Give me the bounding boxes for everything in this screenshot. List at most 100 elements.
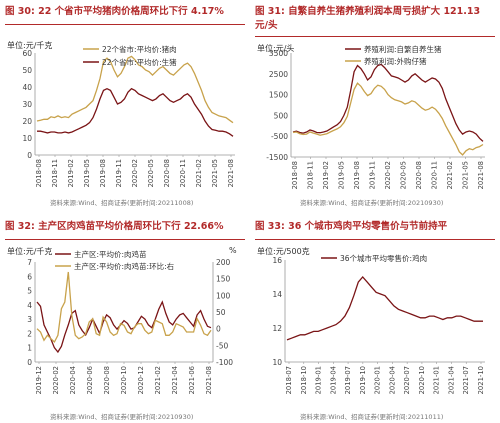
y-tick-label-right: 0 <box>216 325 221 334</box>
y-tick-label: 50 <box>22 66 32 75</box>
chart-chick-price: 0 1 2 3 4 5 6 7 -100 -50 0 50 100 150 200 2019-12 2020-0… <box>27 249 233 394</box>
x-tick-label: 2020-02 <box>52 366 60 394</box>
series-line-1 <box>36 300 212 354</box>
panel-chicken-retail: 图 33: 36 个城市鸡肉平均零售价与节前持平 单位:元/500克 10 12 1… <box>255 218 495 423</box>
panel-title-cont: 元/头 <box>255 20 278 31</box>
x-tick-label: 2021-04 <box>447 366 455 394</box>
x-tick-label: 2021-05 <box>211 159 219 187</box>
x-tick-label: 2021-04 <box>171 366 179 394</box>
y-tick-label-right: 100 <box>216 291 231 300</box>
x-tick-label: 2021-08 <box>227 159 235 187</box>
x-tick-label: 2020-08 <box>163 159 171 187</box>
legend-label: 22个省市:平均价:猪肉 <box>102 44 177 54</box>
x-tick-label: 2021-02 <box>446 161 454 189</box>
source-note: 资料来源:Wind、招商证券(更新时间:20210930) <box>300 199 444 207</box>
y-tick-label: 5 <box>27 287 32 296</box>
x-tick-label: 2019-01 <box>315 366 323 394</box>
x-tick-label: 2020-07 <box>403 366 411 394</box>
x-tick-label: 2018-11 <box>307 161 315 189</box>
chart-chicken-retail: 10 12 14 16 2018-07 2018-10 2019-01 2019-04 2019… <box>272 253 485 394</box>
series-line-2 <box>292 82 484 156</box>
x-tick-label: 2021-08 <box>205 366 213 394</box>
y-tick-label: 10 <box>272 358 282 367</box>
y-tick-label: 0 <box>27 151 32 160</box>
unit-label: 单位:元/头 <box>257 44 295 53</box>
title-divider <box>255 239 495 240</box>
x-tick-label: 2020-02 <box>384 161 392 189</box>
title-divider <box>255 36 495 37</box>
source-note: 资料来源:Wind、招商证券(更新时间:20210930) <box>50 413 194 421</box>
legend-label: 养殖利润:自繁自养生猪 <box>364 44 442 54</box>
y-tick-label: 4 <box>27 301 32 310</box>
series-line-1 <box>292 63 484 142</box>
x-tick-label: 2020-08 <box>415 161 423 189</box>
x-tick-label: 2021-08 <box>477 161 485 189</box>
x-tick-label: 2019-08 <box>353 161 361 189</box>
panel-hog-profit: 图 31: 自繁自养生猪养殖利润本周亏损扩大 121.13 元/头 单位:元/头… <box>255 3 495 208</box>
x-tick-label: 2020-04 <box>388 366 396 394</box>
x-tick-label: 2018-07 <box>285 366 293 394</box>
y-tick-label: 2500 <box>269 70 288 79</box>
chart-pork-price: 0 10 20 30 40 50 60 2018-08 2018-11 2019-02 2019-0… <box>22 44 235 187</box>
x-tick-label: 2021-02 <box>154 366 162 394</box>
y-tick-label: 0 <box>27 358 32 367</box>
y-tick-label: 7 <box>27 258 32 267</box>
panel-title: 图 31: 自繁自养生猪养殖利润本周亏损扩大 121.13 <box>255 6 481 17</box>
panel-title: 图 30: 22 个省市平均猪肉价格周环比下行 4.17% <box>5 6 224 17</box>
source-note: 资料来源:Wind、招商证券(更新时间:20211008) <box>50 199 194 207</box>
x-tick-label: 2018-11 <box>51 159 59 187</box>
series-line-1 <box>36 55 234 124</box>
panel-title: 图 33: 36 个城市鸡肉平均零售价与节前持平 <box>255 221 448 232</box>
y-tick-label: -1500 <box>266 153 288 162</box>
y-tick-label: 60 <box>22 49 32 58</box>
y-tick-label: 1 <box>27 344 32 353</box>
y-tick-label: 14 <box>272 290 282 299</box>
series-line-1 <box>286 276 483 341</box>
y-tick-label: 16 <box>272 256 282 265</box>
legend-label: 36个城市平均零售价:鸡肉 <box>340 253 427 263</box>
unit-label-right: % <box>229 246 237 255</box>
x-tick-label: 2019-02 <box>67 159 75 187</box>
x-tick-label: 2019-07 <box>344 366 352 394</box>
y-tick-label-right: 150 <box>216 275 231 284</box>
x-tick-label: 2020-12 <box>137 366 145 394</box>
x-tick-label: 2019-08 <box>99 159 107 187</box>
y-tick-label-right: -50 <box>216 341 228 350</box>
x-tick-label: 2019-12 <box>35 366 43 394</box>
chart-hog-profit: -1500 -500 500 1500 2500 3500 2018-08 2018-11 20… <box>266 44 485 189</box>
x-tick-label: 2020-08 <box>103 366 111 394</box>
x-tick-label: 2020-01 <box>374 366 382 394</box>
y-tick-label: 6 <box>27 272 32 281</box>
x-tick-label: 2021-02 <box>195 159 203 187</box>
unit-label: 单位:元/千克 <box>7 41 53 50</box>
legend-label: 主产区:平均价:肉鸡苗 <box>74 249 147 259</box>
x-tick-label: 2020-02 <box>131 159 139 187</box>
x-tick-label: 2019-02 <box>322 161 330 189</box>
x-tick-label: 2019-11 <box>369 161 377 189</box>
x-tick-label: 2020-04 <box>69 366 77 394</box>
x-tick-label: 2021-10 <box>477 366 485 394</box>
x-tick-label: 2019-10 <box>359 366 367 394</box>
y-tick-label: 2 <box>27 329 32 338</box>
y-tick-label: 3500 <box>269 49 288 58</box>
x-tick-label: 2018-10 <box>300 366 308 394</box>
y-tick-label: 500 <box>274 111 289 120</box>
legend-label: 养殖利润:外购仔猪 <box>364 56 427 66</box>
y-tick-label: 20 <box>22 117 32 126</box>
series-line-2 <box>36 271 212 344</box>
x-tick-label: 2020-11 <box>431 161 439 189</box>
panel-title: 图 32: 主产区肉鸡苗平均价格周环比下行 22.66% <box>5 221 224 232</box>
y-tick-label-right: 200 <box>216 258 231 267</box>
y-tick-label: 12 <box>272 324 282 333</box>
y-tick-label-right: -100 <box>216 358 233 367</box>
y-tick-label: 30 <box>22 100 32 109</box>
x-tick-label: 2021-07 <box>462 366 470 394</box>
x-tick-label: 2020-11 <box>179 159 187 187</box>
x-tick-label: 2020-05 <box>147 159 155 187</box>
x-tick-label: 2019-05 <box>83 159 91 187</box>
panel-chick-price: 图 32: 主产区肉鸡苗平均价格周环比下行 22.66% 单位:元/千克 % 0… <box>5 218 245 423</box>
x-tick-label: 2019-04 <box>329 366 337 394</box>
y-tick-label: 10 <box>22 134 32 143</box>
x-tick-label: 2020-10 <box>120 366 128 394</box>
x-tick-label: 2019-11 <box>115 159 123 187</box>
